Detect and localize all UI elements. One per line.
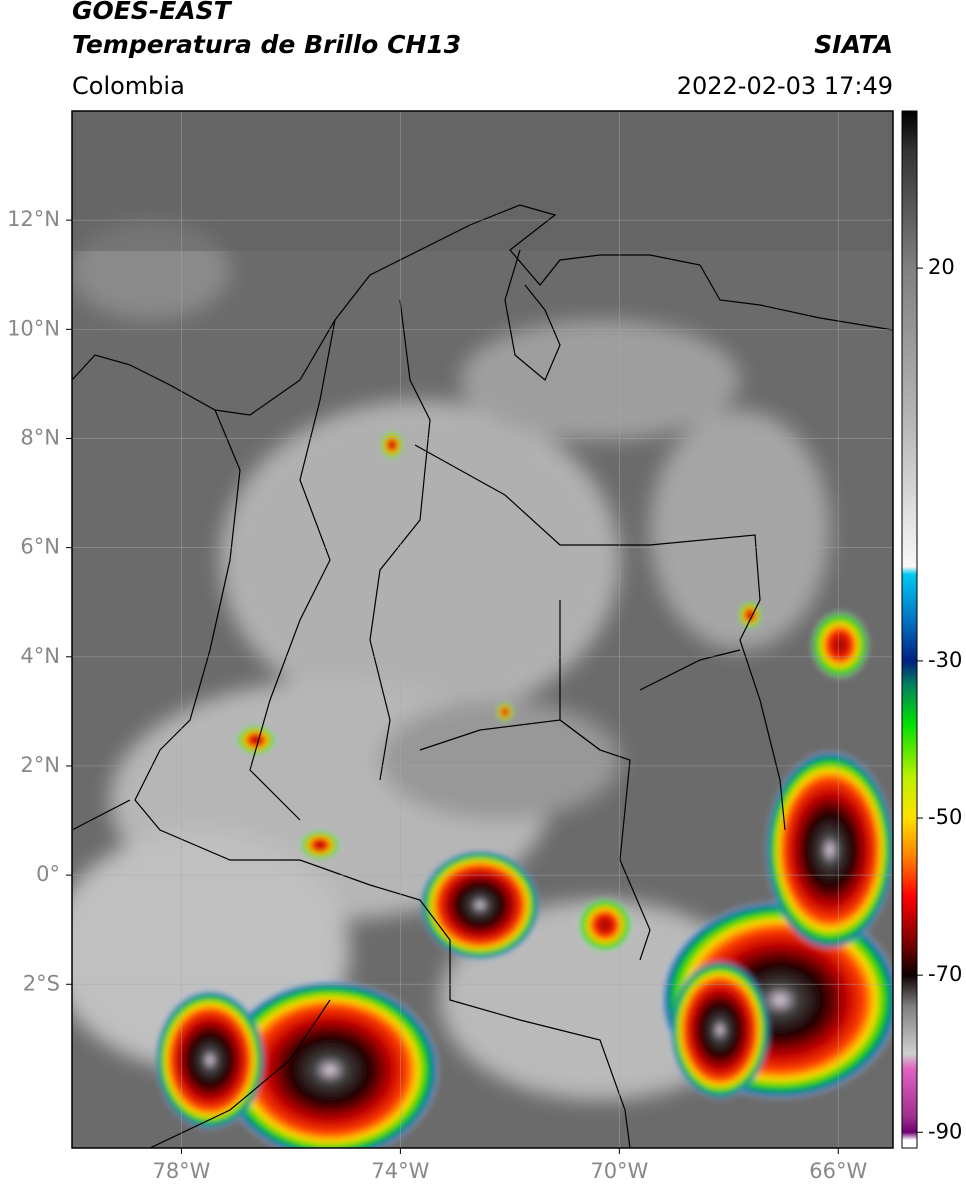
region: Colombia <box>72 72 185 100</box>
source: SIATA <box>814 30 893 59</box>
y-tick-label: 12°N <box>7 207 60 231</box>
colorbar-tick-label: -90 <box>928 1119 962 1143</box>
colorbar-tick-label: -30 <box>928 648 962 672</box>
y-tick-label: 6°N <box>20 535 60 559</box>
colorbar <box>901 110 918 1149</box>
y-tick-label: 2°S <box>23 971 60 995</box>
datetime: 2022-02-03 17:49 <box>677 72 893 100</box>
graticule <box>72 111 893 1148</box>
subtitle: Temperatura de Brillo CH13 <box>72 30 461 59</box>
map-frame <box>71 110 894 1149</box>
colorbar-tick-label: -50 <box>928 805 962 829</box>
colorbar-tick-label: -70 <box>928 962 962 986</box>
satellite-image <box>72 111 893 1148</box>
x-tick-label: 70°W <box>590 1159 648 1183</box>
y-tick-label: 0° <box>36 862 60 886</box>
colorbar-tick-label: 20 <box>928 255 955 279</box>
x-tick-label: 66°W <box>809 1159 867 1183</box>
title: GOES-EAST <box>72 0 233 25</box>
x-tick-label: 78°W <box>152 1159 210 1183</box>
y-tick-label: 2°N <box>20 753 60 777</box>
x-tick-label: 74°W <box>371 1159 429 1183</box>
y-tick-label: 8°N <box>20 425 60 449</box>
y-tick-label: 10°N <box>7 316 60 340</box>
y-tick-label: 4°N <box>20 644 60 668</box>
